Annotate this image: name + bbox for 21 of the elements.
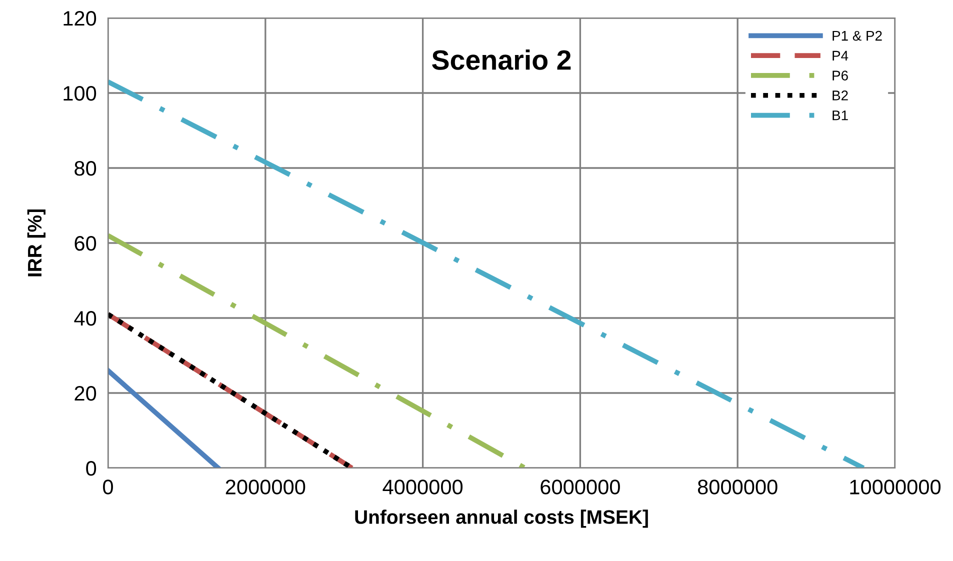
y-tick-label: 60 <box>74 236 96 251</box>
legend-label: B2 <box>832 90 848 100</box>
legend-label: P1 & P2 <box>832 30 882 41</box>
x-tick-label: 6000000 <box>540 480 620 494</box>
x-tick-label: 0 <box>103 480 113 494</box>
legend-label: P4 <box>832 50 848 60</box>
x-axis-title: Unforseen annual costs [MSEK] <box>355 510 648 528</box>
y-tick-label: 40 <box>74 311 96 326</box>
x-tick-label: 10000000 <box>850 480 941 494</box>
y-axis-title: IRR [%] <box>27 210 46 276</box>
x-tick-label: 4000000 <box>382 480 463 494</box>
legend-label: B1 <box>832 110 848 120</box>
y-tick-label: 120 <box>64 11 96 26</box>
y-tick-label: 0 <box>86 461 96 476</box>
y-tick-label: 80 <box>74 161 96 176</box>
x-tick-label: 8000000 <box>698 480 778 494</box>
legend-label: P6 <box>832 70 848 80</box>
y-tick-label: 100 <box>64 86 96 101</box>
text: Scenario 2 <box>432 50 571 70</box>
y-tick-label: 20 <box>74 386 96 401</box>
x-tick-label: 2000000 <box>226 480 306 494</box>
